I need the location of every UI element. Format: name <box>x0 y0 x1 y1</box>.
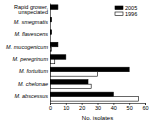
axis-line <box>50 4 51 104</box>
tick-label: M. abscessus <box>14 93 48 99</box>
legend-item: 1996 <box>115 11 137 17</box>
tick: 60 <box>142 103 148 111</box>
tick-label: M. smegmatis <box>14 19 48 25</box>
tick: M. peregrinum <box>13 56 50 62</box>
tick-label: M. fortuitum <box>19 68 48 74</box>
bar <box>50 84 91 88</box>
tick: M. abscessus <box>14 93 50 99</box>
tick-label: 0 <box>49 105 52 111</box>
tick: 20 <box>79 103 85 111</box>
tick-label: Rapid grower,unspeciated <box>14 4 48 16</box>
tick-label: M. peregrinum <box>13 56 49 62</box>
tick-label: M. flavescens <box>14 31 48 37</box>
tick: M. chelonae <box>18 81 50 87</box>
bar <box>50 80 88 84</box>
bar <box>50 55 66 59</box>
tick: M. smegmatis <box>14 19 50 25</box>
bar <box>50 42 58 46</box>
tick: 30 <box>95 103 101 111</box>
bar <box>50 92 113 96</box>
tick: 10 <box>63 103 69 111</box>
plot: 0 10 20 30 40 50 60 Rapid grower,unspeciated M. … <box>6 4 148 111</box>
tick-label: M. chelonae <box>18 81 48 87</box>
legend-label: 1996 <box>125 11 137 17</box>
tick: 40 <box>111 103 117 111</box>
tick-label: 20 <box>79 105 85 111</box>
tick: 50 <box>127 103 133 111</box>
bar <box>50 97 139 101</box>
y-axis: Rapid grower,unspeciated M. smegmatis M. f… <box>6 4 50 104</box>
legend-swatch <box>115 12 123 16</box>
tick: M. fortuitum <box>19 68 50 74</box>
tick-label: 30 <box>95 105 101 111</box>
bar <box>50 5 58 9</box>
tick-label: M. mucogenicum <box>6 44 48 50</box>
bars <box>50 5 139 101</box>
bar <box>50 72 98 76</box>
tick: Rapid grower,unspeciated <box>14 4 50 16</box>
tick: M. mucogenicum <box>6 44 50 50</box>
axis-title: No. isolates <box>82 115 113 121</box>
tick-label: 60 <box>142 105 148 111</box>
tick-label: 40 <box>111 105 117 111</box>
legend: 20051996 <box>115 5 137 17</box>
x-axis: 0 10 20 30 40 50 60 <box>49 103 149 111</box>
tick-label: 50 <box>127 105 133 111</box>
tick-label: 10 <box>63 105 69 111</box>
legend-swatch <box>115 6 123 10</box>
bar <box>50 67 129 71</box>
tick: 0 <box>49 103 52 111</box>
tick: M. flavescens <box>14 31 50 37</box>
